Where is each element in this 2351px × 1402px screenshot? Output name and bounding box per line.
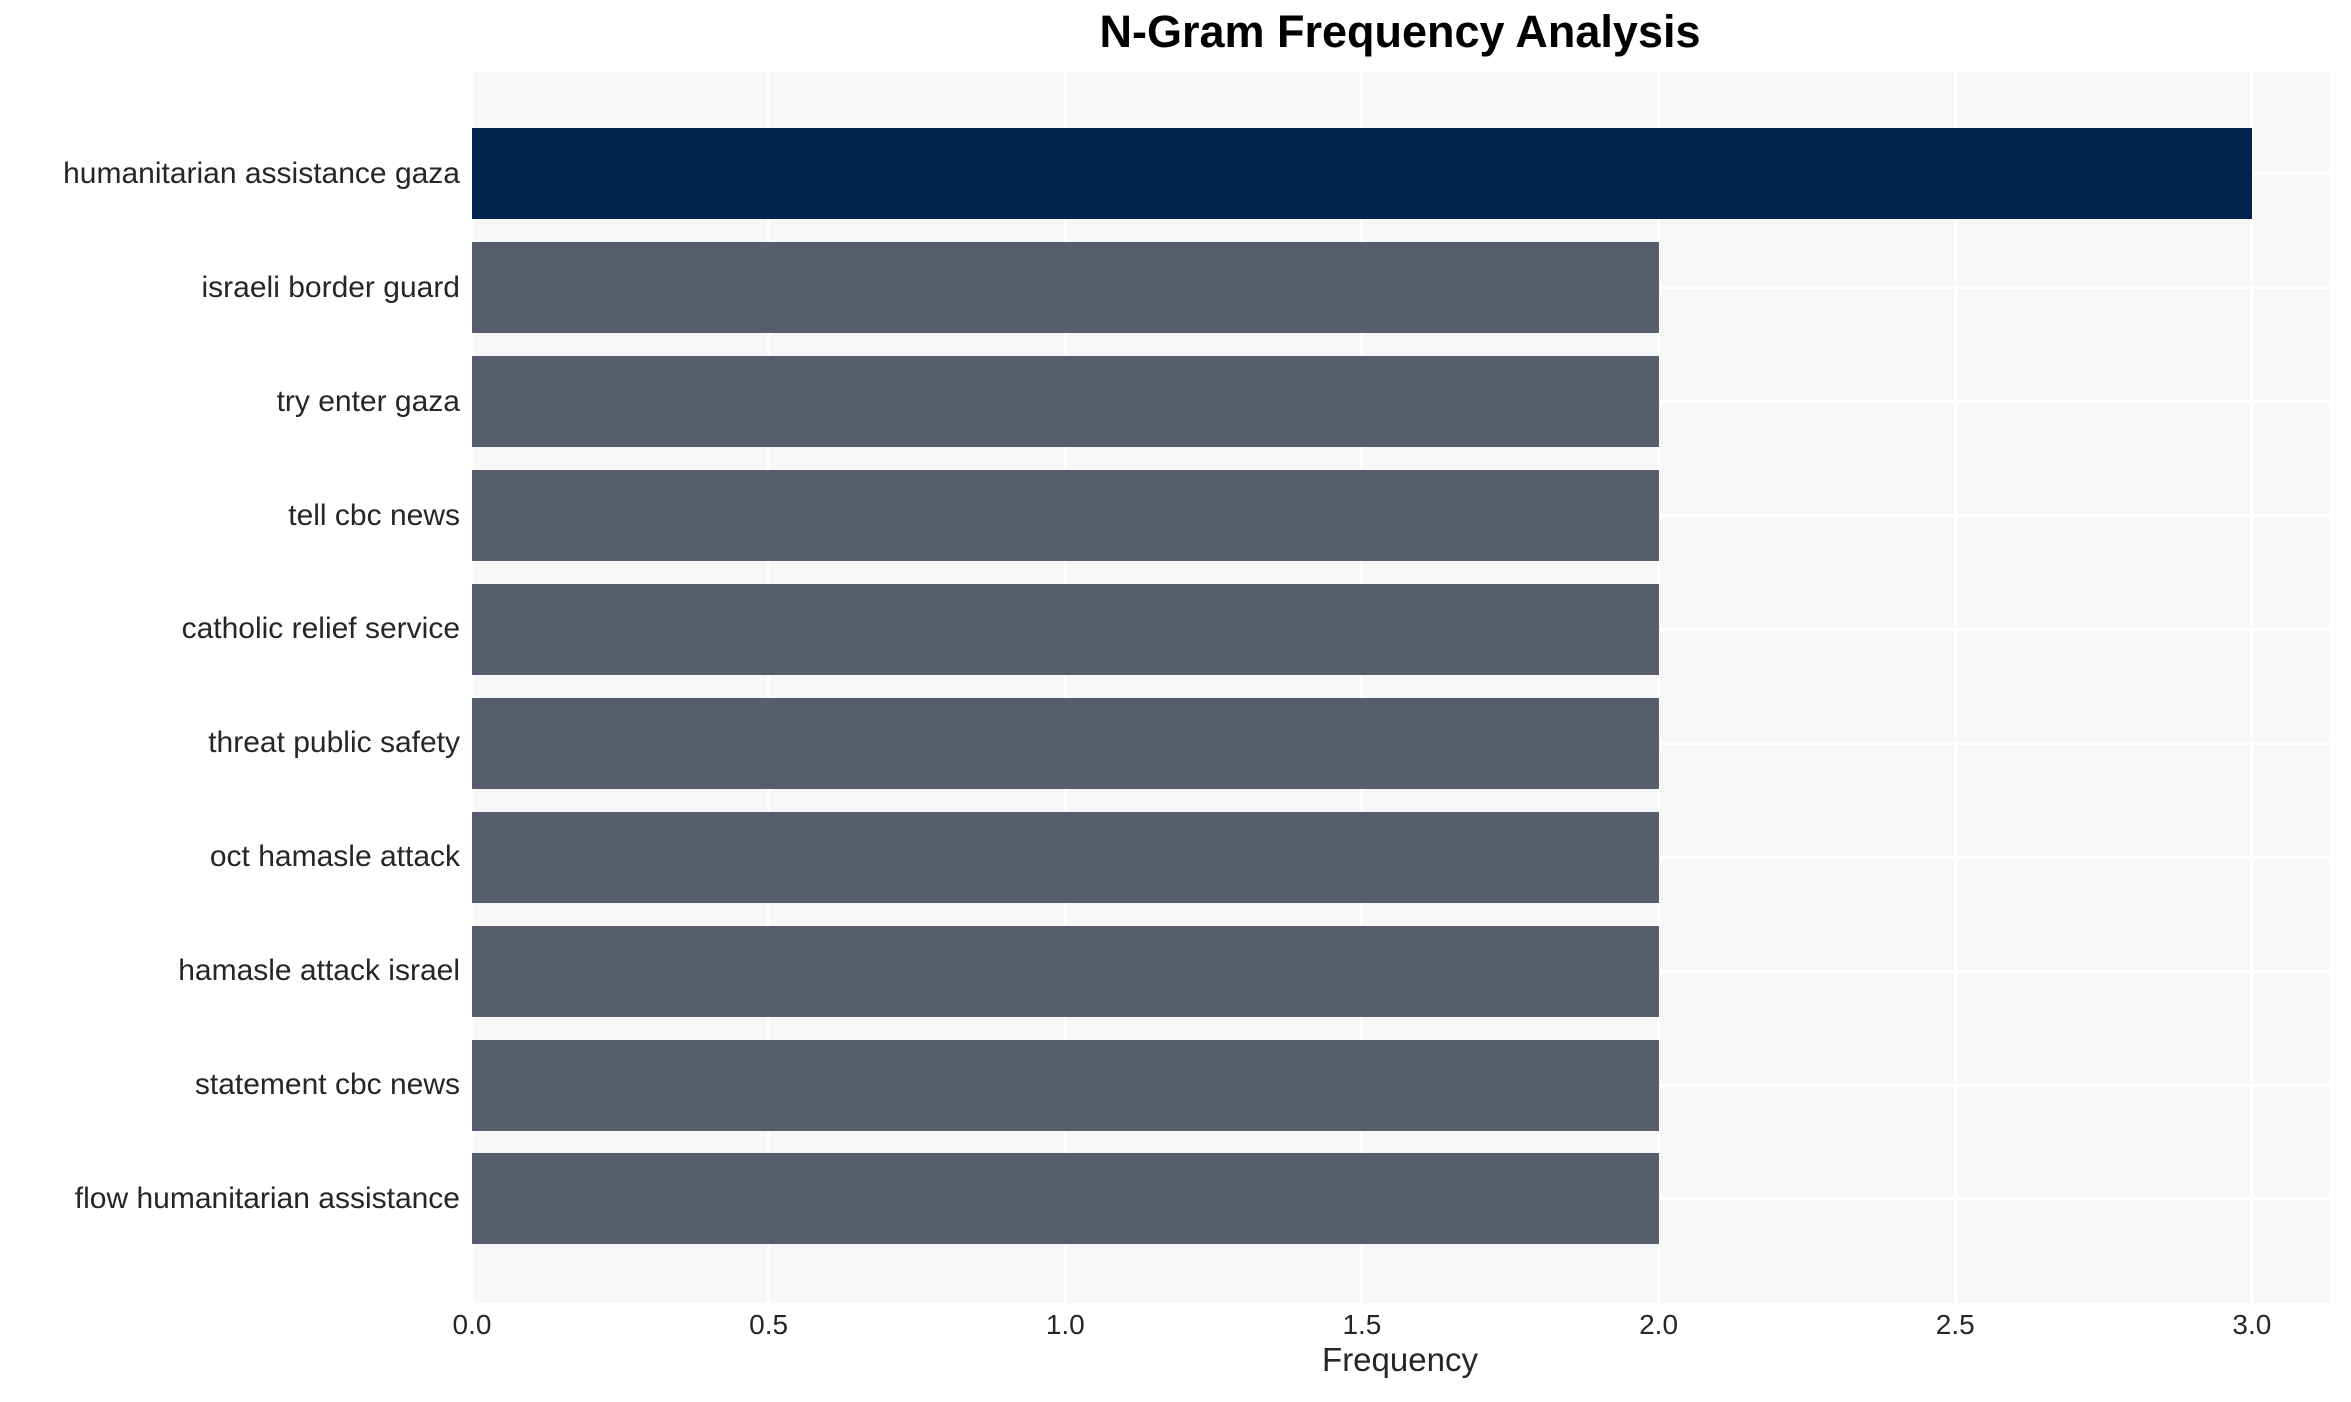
bar xyxy=(472,356,1659,448)
bar xyxy=(472,242,1659,334)
x-tick-label: 2.0 xyxy=(1639,1309,1679,1340)
gridline-x xyxy=(767,72,771,1303)
gridline-x xyxy=(1360,72,1364,1303)
y-tick-label: israeli border guard xyxy=(201,270,460,304)
chart-title: N-Gram Frequency Analysis xyxy=(1099,6,1701,57)
y-tick-label: humanitarian assistance gaza xyxy=(63,156,460,190)
y-tick-label: catholic relief service xyxy=(181,612,460,646)
y-tick-label: hamasle attack israel xyxy=(178,954,460,988)
x-tick-label: 1.5 xyxy=(1342,1309,1382,1340)
x-tick-label: 0.5 xyxy=(749,1309,789,1340)
x-axis-label: Frequency xyxy=(1322,1341,1478,1378)
gridline-x xyxy=(1657,72,1661,1303)
gridline-x xyxy=(1953,72,1957,1303)
y-tick-label: tell cbc news xyxy=(288,498,460,532)
plot-area xyxy=(472,72,2329,1303)
bar xyxy=(472,470,1659,561)
gridline-x xyxy=(1063,72,1067,1303)
y-tick-label: oct hamasle attack xyxy=(209,840,460,874)
y-axis-labels: humanitarian assistance gaza israeli bord… xyxy=(0,72,472,1303)
x-tick-label: 1.0 xyxy=(1045,1309,1085,1340)
y-tick-label: try enter gaza xyxy=(276,384,460,418)
y-tick-label: statement cbc news xyxy=(194,1068,460,1101)
x-tick-label: 3.0 xyxy=(2232,1309,2272,1340)
gridline-x xyxy=(2250,72,2254,1303)
bar xyxy=(472,583,1659,675)
x-axis-tick-labels: 0.0 0.5 1.0 1.5 2.0 2.5 3.0 xyxy=(0,1309,2351,1349)
bar xyxy=(472,1039,1659,1131)
bar xyxy=(472,1153,1659,1245)
bar xyxy=(472,811,1659,903)
gridline-x xyxy=(472,72,474,1303)
x-tick-label: 2.5 xyxy=(1935,1309,1975,1340)
y-tick-label: flow humanitarian assistance xyxy=(74,1181,460,1215)
bar xyxy=(472,925,1659,1017)
bar xyxy=(472,697,1659,789)
x-tick-label: 0.0 xyxy=(452,1309,492,1340)
y-tick-label: threat public safety xyxy=(208,726,460,760)
bar xyxy=(472,128,2252,220)
